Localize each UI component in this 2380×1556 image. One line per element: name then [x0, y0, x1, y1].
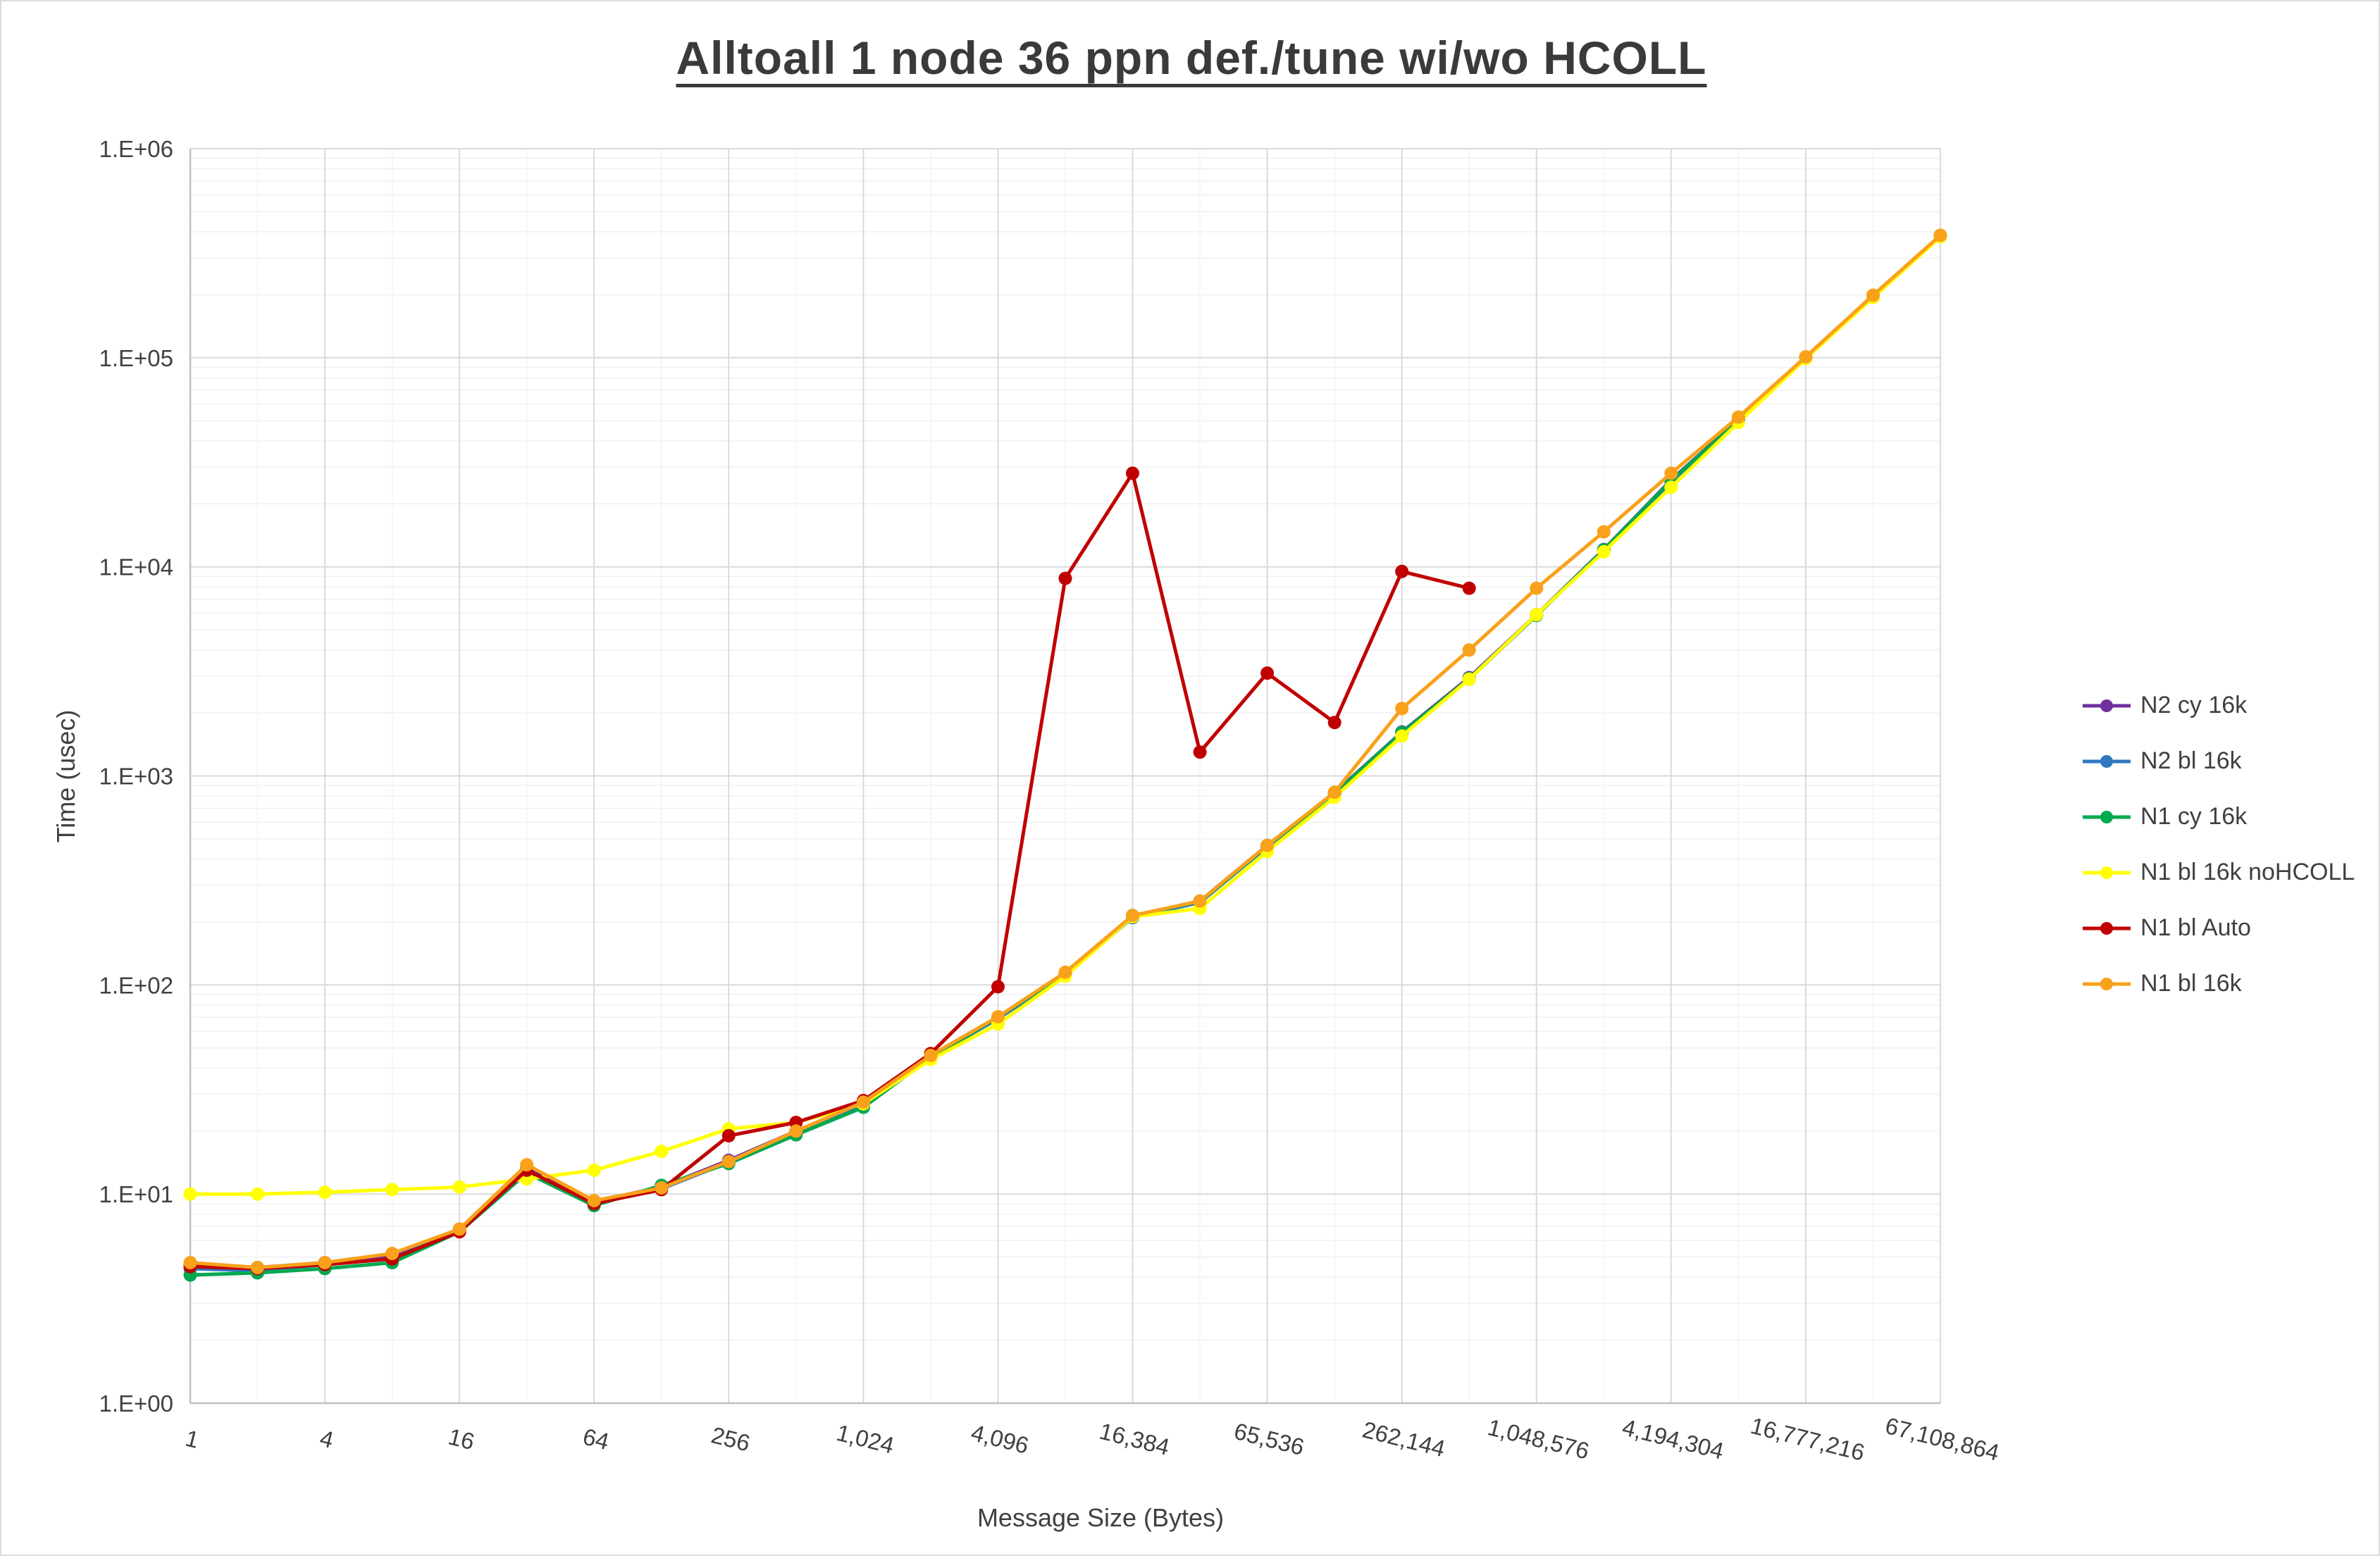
data-point-n1-bl-16k-nohcoll — [251, 1187, 264, 1201]
x-tick-label: 256 — [709, 1421, 752, 1456]
legend-label: N2 cy 16k — [2140, 692, 2248, 718]
legend-marker-icon — [2083, 754, 2131, 768]
chart-title: Alltoall 1 node 36 ppn def./tune wi/wo H… — [676, 32, 1707, 84]
data-point-n1-bl-16k-nohcoll — [318, 1185, 332, 1200]
x-tick-label: 4,096 — [969, 1419, 1031, 1459]
legend-marker-icon — [2083, 810, 2131, 823]
data-point-n1-bl-16k — [1597, 525, 1611, 539]
data-point-n1-bl-16k — [1126, 909, 1139, 923]
data-point-n1-bl-auto — [1260, 666, 1275, 680]
x-tick-label: 16,384 — [1097, 1418, 1172, 1460]
legend-item: N2 bl 16k — [2081, 733, 2355, 789]
x-tick-label: 1,048,576 — [1485, 1414, 1592, 1464]
data-point-n1-bl-16k — [1731, 410, 1745, 424]
legend-item: N1 bl 16k — [2081, 956, 2355, 1012]
data-point-n1-bl-auto — [721, 1128, 736, 1143]
data-point-n1-bl-16k — [1260, 838, 1275, 852]
legend-marker-icon — [2083, 921, 2131, 935]
data-point-n1-bl-16k — [1530, 581, 1544, 595]
data-point-n1-bl-16k-nohcoll — [587, 1163, 601, 1177]
data-point-n1-bl-16k — [655, 1181, 669, 1195]
legend: N2 cy 16k N2 bl 16k N1 cy 16k N1 bl 16k noH… — [2081, 678, 2355, 1012]
data-point-n1-bl-16k-nohcoll — [1395, 729, 1409, 743]
x-tick-label: 16,777,216 — [1748, 1412, 1867, 1466]
x-tick-label: 64 — [581, 1423, 612, 1455]
x-tick-label: 1 — [182, 1425, 202, 1453]
data-point-n1-bl-16k — [721, 1154, 736, 1169]
x-tick-label: 4 — [317, 1425, 336, 1453]
data-point-n1-bl-16k-nohcoll — [452, 1180, 466, 1194]
data-point-n1-bl-auto — [1126, 466, 1139, 480]
data-point-n1-bl-auto — [991, 980, 1005, 994]
data-point-n1-bl-16k — [318, 1256, 332, 1269]
data-point-n1-bl-16k — [924, 1048, 938, 1062]
legend-marker-icon — [2083, 699, 2131, 712]
data-point-n1-bl-16k — [520, 1158, 534, 1172]
data-point-n1-bl-16k — [856, 1095, 870, 1109]
data-point-n1-bl-auto — [1193, 745, 1207, 759]
data-point-n1-bl-16k — [1193, 894, 1207, 908]
legend-marker-icon — [2083, 866, 2131, 879]
data-point-n1-bl-16k — [183, 1256, 197, 1269]
data-point-n1-bl-16k — [587, 1194, 601, 1207]
data-point-n1-bl-16k-nohcoll — [655, 1145, 669, 1159]
data-point-n1-bl-16k-nohcoll — [1597, 544, 1611, 559]
data-point-n1-bl-16k-nohcoll — [1664, 480, 1678, 494]
data-point-n1-bl-auto — [1395, 564, 1409, 578]
legend-label: N1 bl 16k — [2140, 970, 2242, 997]
data-point-n1-bl-auto — [1462, 581, 1476, 595]
y-tick-label: 1.E+03 — [99, 764, 173, 790]
legend-item: N2 cy 16k — [2081, 678, 2355, 733]
data-point-n1-bl-16k — [789, 1124, 803, 1138]
data-point-n1-bl-16k-nohcoll — [183, 1187, 197, 1201]
legend-marker-icon — [2083, 977, 2131, 990]
data-point-n1-bl-auto — [1058, 571, 1072, 585]
data-point-n1-bl-16k — [1664, 466, 1678, 480]
y-tick-label: 1.E+01 — [99, 1181, 173, 1207]
data-point-n1-bl-16k — [1866, 288, 1880, 302]
data-point-n1-bl-16k — [251, 1261, 264, 1274]
data-point-n1-bl-16k-nohcoll — [385, 1183, 399, 1197]
data-point-n1-bl-auto — [1327, 716, 1341, 730]
x-tick-label: 4,194,304 — [1620, 1414, 1726, 1464]
legend-item: N1 bl 16k noHCOLL — [2081, 845, 2355, 900]
y-tick-label: 1.E+02 — [99, 972, 173, 998]
legend-label: N2 bl 16k — [2140, 747, 2242, 774]
data-point-n1-bl-16k — [385, 1247, 399, 1260]
legend-item: N1 bl Auto — [2081, 900, 2355, 956]
x-tick-label: 65,536 — [1232, 1418, 1307, 1460]
x-tick-label: 67,108,864 — [1883, 1412, 2002, 1466]
y-axis-title: Time (usec) — [51, 709, 80, 843]
data-point-n1-bl-16k — [991, 1009, 1005, 1023]
data-point-n1-bl-16k — [1327, 785, 1341, 799]
y-tick-label: 1.E+05 — [99, 345, 173, 371]
data-point-n1-bl-16k — [1462, 643, 1476, 657]
legend-label: N1 bl 16k noHCOLL — [2140, 859, 2355, 885]
x-tick-label: 262,144 — [1360, 1416, 1448, 1462]
data-point-n1-bl-16k — [1799, 350, 1813, 364]
data-point-n1-bl-16k — [1058, 965, 1072, 979]
data-point-n1-bl-16k — [452, 1222, 466, 1236]
legend-label: N1 cy 16k — [2140, 803, 2248, 830]
legend-label: N1 bl Auto — [2140, 914, 2251, 941]
y-tick-label: 1.E+06 — [99, 136, 173, 162]
y-tick-label: 1.E+04 — [99, 554, 173, 580]
y-tick-label: 1.E+00 — [99, 1390, 173, 1417]
legend-item: N1 cy 16k — [2081, 789, 2355, 845]
x-tick-label: 16 — [446, 1423, 478, 1455]
x-axis-title: Message Size (Bytes) — [977, 1503, 1225, 1532]
series-line-n1-bl-auto — [188, 471, 1471, 1271]
data-point-n1-bl-16k-nohcoll — [1462, 672, 1476, 686]
x-tick-label: 1,024 — [834, 1419, 897, 1459]
data-point-n1-bl-16k — [1395, 702, 1409, 716]
data-point-n1-bl-16k — [1933, 228, 1947, 242]
data-point-n1-bl-16k-nohcoll — [1530, 608, 1544, 622]
